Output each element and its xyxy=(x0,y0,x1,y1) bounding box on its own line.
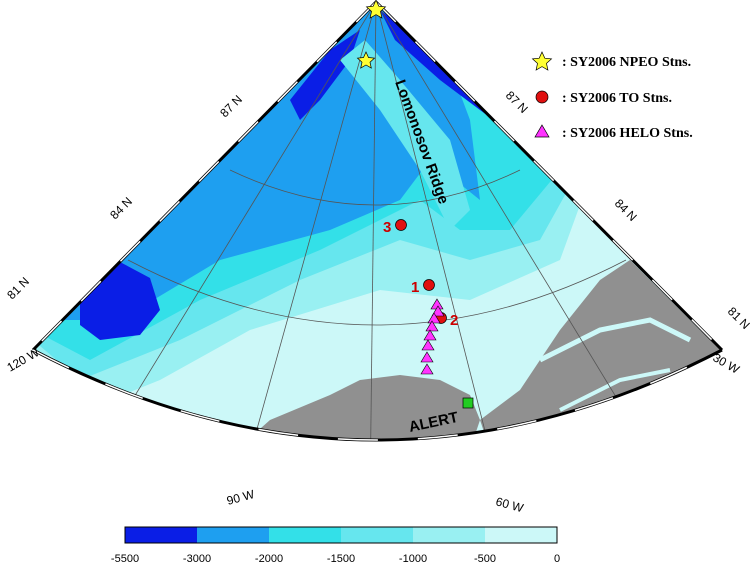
helo-station-marker xyxy=(425,320,439,332)
to-station-marker xyxy=(395,219,407,231)
lat-label-84-right: 84 N xyxy=(612,196,640,224)
colorbar-swatch xyxy=(125,527,197,543)
helo-station-marker xyxy=(423,329,437,341)
colorbar-tick: -2000 xyxy=(255,553,283,565)
lomonosov-ridge-crest xyxy=(340,40,470,230)
helo-station-marker xyxy=(421,339,435,351)
legend-npeo-symbol xyxy=(531,51,553,71)
to-station-label: 1 xyxy=(411,279,419,296)
helo-station-marker xyxy=(420,363,434,375)
lat-label-84-left: 84 N xyxy=(107,194,135,222)
lon-label-90w: 90 W xyxy=(225,487,256,508)
parallel-87 xyxy=(229,169,521,206)
colorbar-swatch xyxy=(269,527,341,543)
colorbar-swatch xyxy=(413,527,485,543)
helo-station-marker xyxy=(427,312,441,324)
fjord-1 xyxy=(538,317,692,363)
helo-stations xyxy=(420,298,445,375)
colorbar-tick: -3000 xyxy=(183,553,211,565)
colorbar-tick: -1500 xyxy=(327,553,355,565)
nares-strait xyxy=(437,439,473,440)
to-station-label: 2 xyxy=(450,312,458,329)
lat-label-81-left: 81 N xyxy=(4,274,32,302)
alert-station-marker xyxy=(462,397,474,409)
lat-label-81-right: 81 N xyxy=(725,304,753,332)
meridian-60 xyxy=(375,2,501,440)
lon-label-30w: 30 W xyxy=(711,350,743,376)
lat-label-87-left: 87 N xyxy=(217,92,245,120)
map-frame xyxy=(31,0,724,442)
greenland xyxy=(470,260,722,440)
legend-npeo-text: : SY2006 NPEO Stns. xyxy=(562,55,691,70)
lat-label-87-right: 87 N xyxy=(503,88,531,116)
frame-right-ticks xyxy=(375,1,723,351)
colorbar-tick: -5500 xyxy=(111,553,139,565)
depth-colorbar: -5500 -3000 -2000 -1500 -1000 -500 0 xyxy=(111,526,560,565)
ellesmere-island xyxy=(225,375,480,440)
meridian-105 xyxy=(119,2,377,421)
colorbar-swatch xyxy=(197,527,269,543)
legend-helo-text: : SY2006 HELO Stns. xyxy=(562,126,693,141)
legend: : SY2006 NPEO Stns. : SY2006 TO Stns. : … xyxy=(531,51,693,141)
colorbar-border xyxy=(124,526,558,544)
legend-to-text: : SY2006 TO Stns. xyxy=(562,91,672,106)
parallel-84 xyxy=(127,259,627,326)
to-station-label: 3 xyxy=(383,219,391,236)
to-station-marker xyxy=(423,279,435,291)
npeo-station-marker xyxy=(365,0,387,19)
colorbar-swatch xyxy=(341,527,413,543)
colorbar-tick: -1000 xyxy=(399,553,427,565)
colorbar-swatch xyxy=(485,527,557,543)
meridian-45 xyxy=(375,2,631,421)
legend-helo-symbol xyxy=(534,124,550,138)
frame-bottom-ticks xyxy=(32,349,723,441)
deep-basin-north-west xyxy=(290,30,360,120)
frame-left-ticks xyxy=(32,1,377,351)
colorbar-tick: 0 xyxy=(554,553,560,565)
lon-label-60w: 60 W xyxy=(494,494,525,515)
colorbar-tick: -500 xyxy=(474,553,496,565)
lon-label-120w: 120 W xyxy=(5,345,43,375)
meridian-90 xyxy=(239,2,377,440)
npeo-station-marker xyxy=(356,51,376,69)
helo-station-marker xyxy=(431,305,445,317)
legend-to-symbol xyxy=(535,90,549,104)
helo-station-marker xyxy=(420,351,434,363)
fjord-2 xyxy=(559,368,671,412)
meridian-75 xyxy=(369,2,377,440)
